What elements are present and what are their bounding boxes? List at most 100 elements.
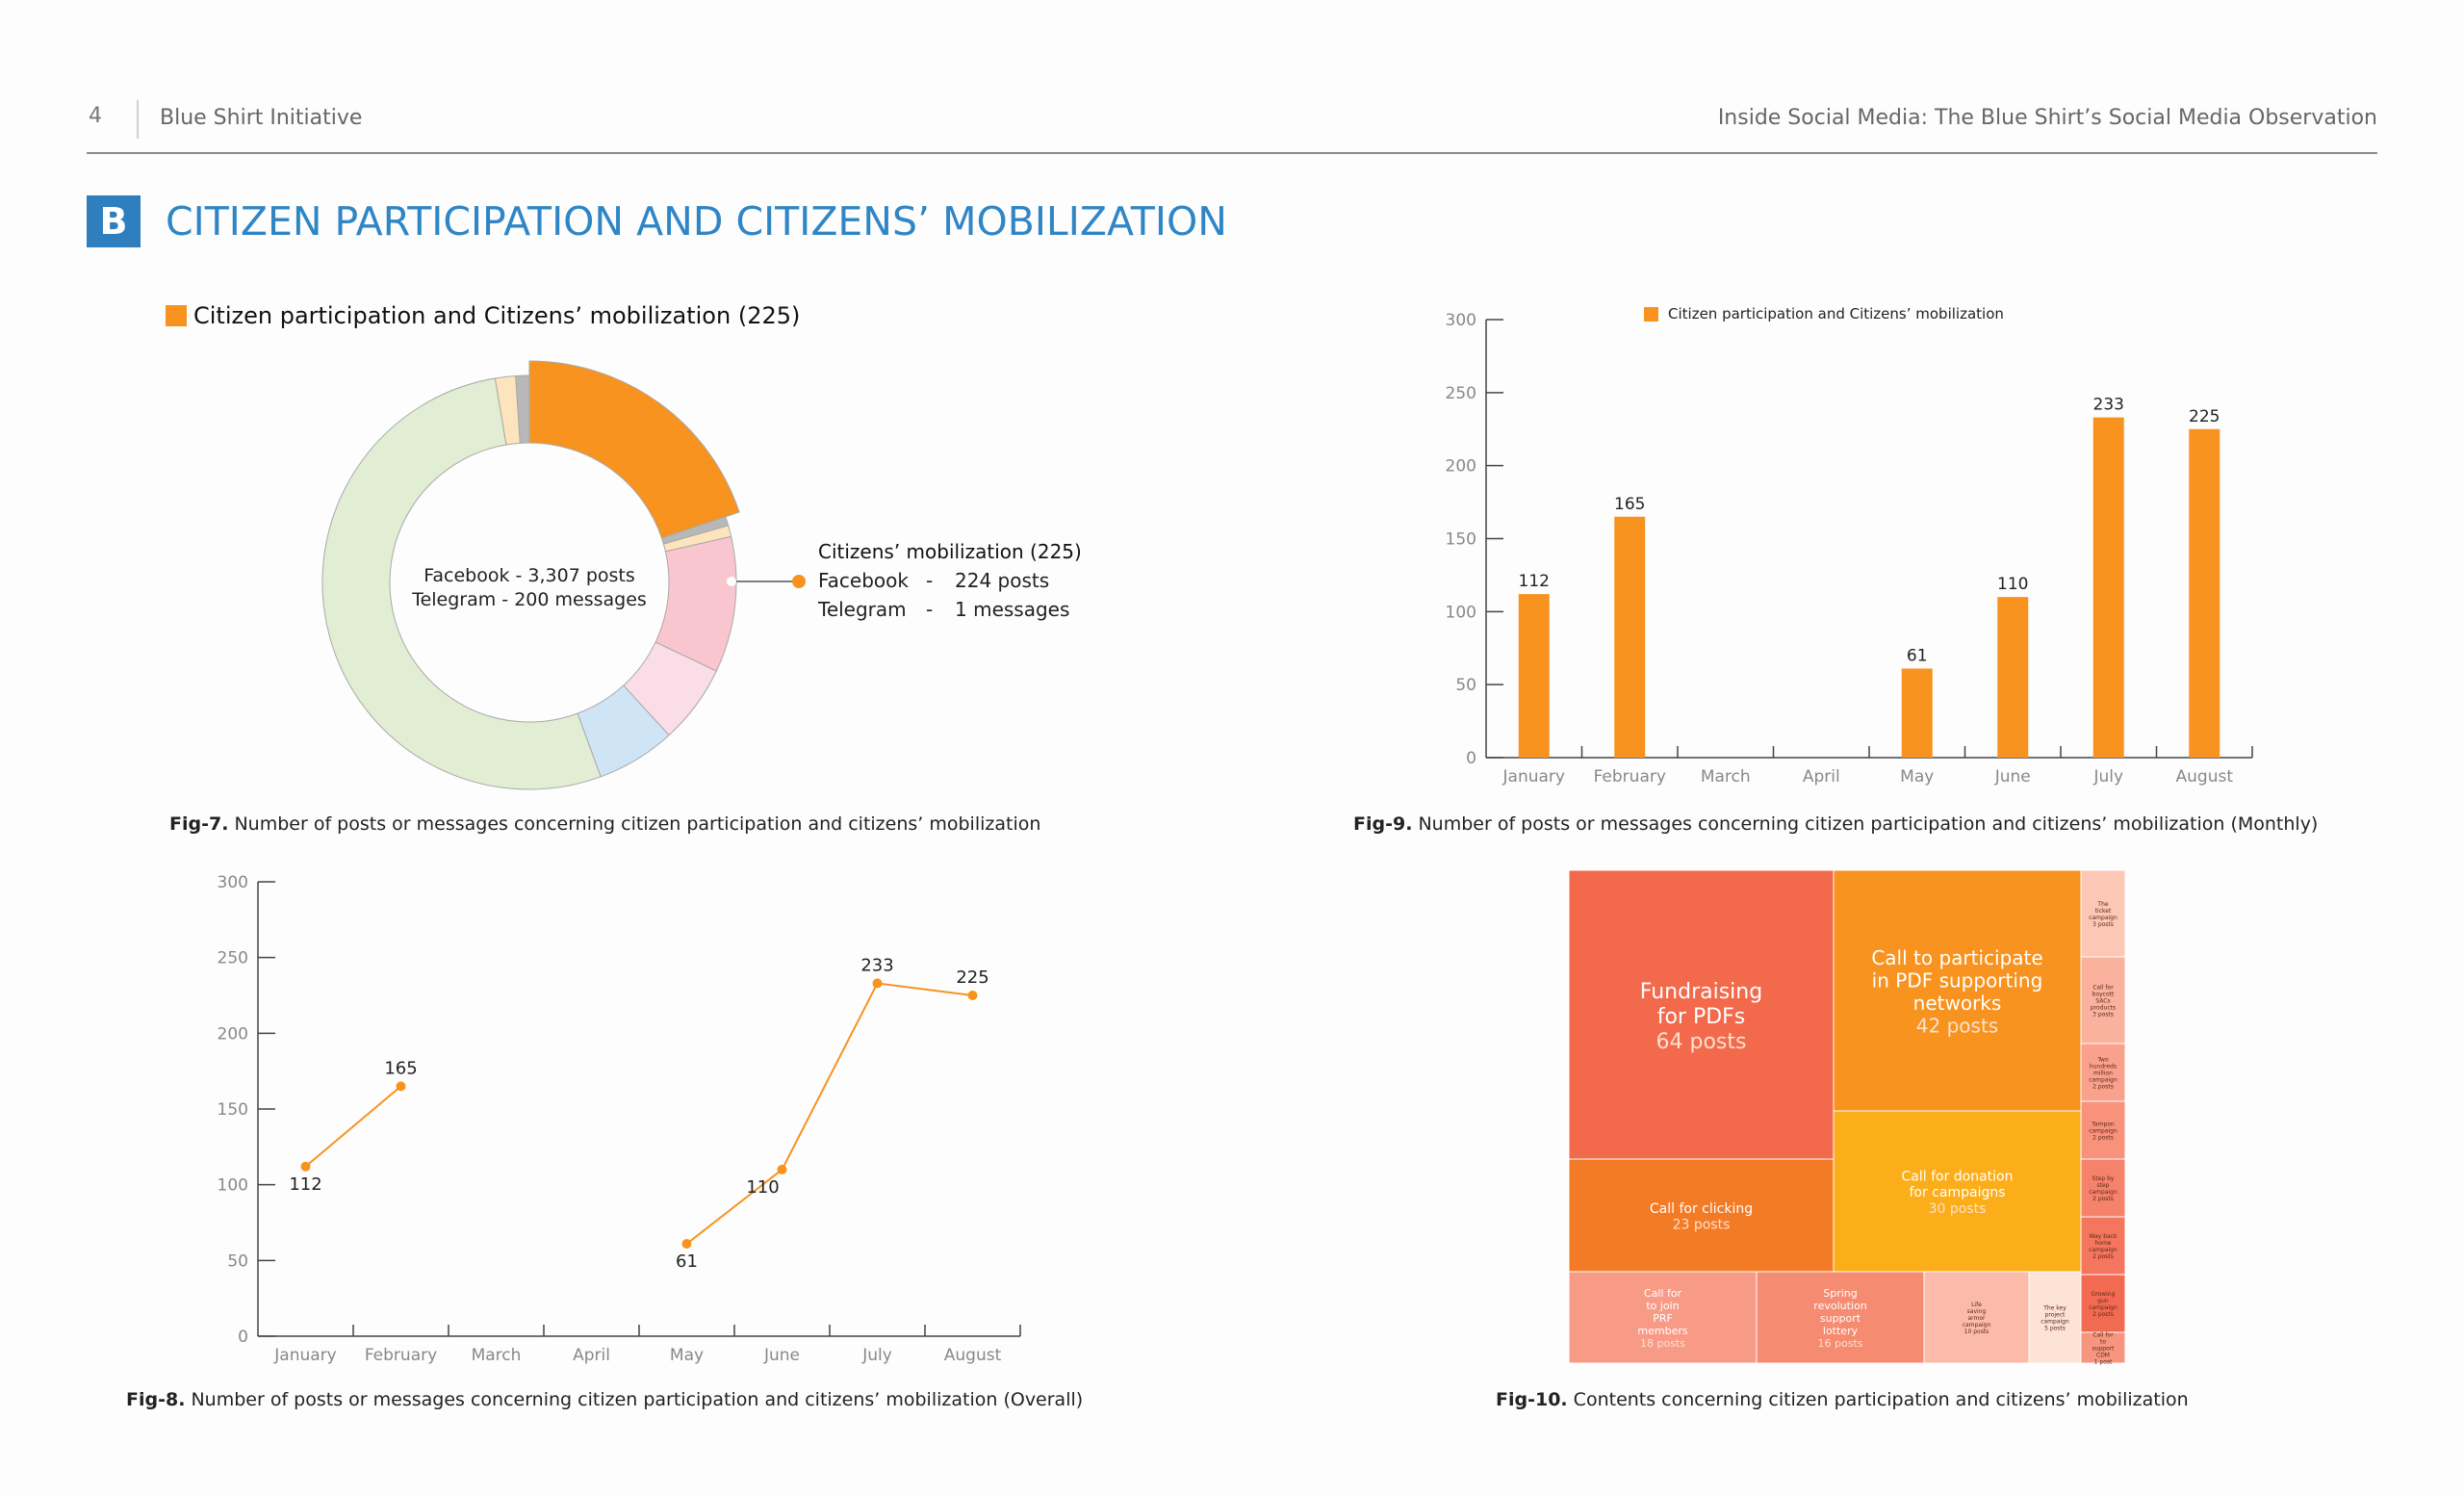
treemap-cell [2080,1043,2126,1102]
treemap-label: ticket [2095,908,2112,915]
donut-slice [515,374,530,444]
callout-title: Citizens’ mobilization (225) [818,540,1082,563]
treemap-label: campaign [2089,1189,2118,1196]
line-x-tick-label: January [273,1346,336,1365]
bar-data-label: 110 [1997,575,2028,594]
fig9-text: Number of posts or messages concerning c… [1412,813,2319,835]
fig10-text: Contents concerning citizen participatio… [1567,1389,2189,1410]
treemap-cell [1568,1158,1835,1273]
line-y-tick-label: 300 [218,873,248,892]
bar-data-label: 61 [1907,646,1928,665]
treemap-count: 2 posts [2092,1311,2114,1318]
treemap-label: to join [1646,1300,1679,1312]
bar-x-tick-label: May [1900,767,1934,787]
donut-chart: Citizen participation and Citizens’ mobi… [166,302,1082,790]
callout-separator: - [926,569,933,592]
treemap-label: Call for [2092,1331,2114,1338]
treemap-label: Call for clicking [1650,1201,1753,1217]
treemap-count: 2 posts [2092,1135,2114,1142]
donut-center-label: Telegram - 200 messages [411,589,647,610]
treemap-cell [1923,1271,2030,1364]
treemap-label: PRF [1653,1312,1673,1325]
bar [1614,516,1646,758]
line-point [396,1081,406,1092]
line-point [300,1161,311,1172]
treemap-label: million [2093,1070,2113,1076]
line-series [304,1085,402,1168]
treemap-label: step [2097,1182,2110,1189]
treemap-cell [2028,1271,2082,1364]
document-title: Inside Social Media: The Blue Shirt’s So… [1717,106,2377,130]
bar-x-tick-label: June [1994,767,2031,787]
callout-separator: - [926,598,933,621]
treemap-count: 2 posts [2092,1084,2114,1091]
bar-x-tick-label: March [1701,767,1751,787]
treemap-cell [2080,1274,2126,1333]
treemap-label: The key [2042,1304,2066,1311]
treemap-label: campaign [2089,1247,2118,1253]
treemap-label: support [2092,1345,2115,1352]
treemap-count: 3 posts [2092,1012,2114,1019]
line-point [872,978,883,989]
treemap-label: products [2091,1005,2116,1012]
fig10-id: Fig-10. [1496,1389,1568,1410]
line-x-tick-label: July [861,1346,892,1365]
line-x-tick-label: August [944,1346,1002,1365]
bar-legend-swatch [1644,307,1658,322]
callout-value: 1 messages [955,598,1069,621]
line-y-tick-label: 50 [227,1251,248,1271]
treemap-label: SACs [2095,997,2110,1004]
treemap-label: campaign [2089,915,2118,921]
line-data-label: 233 [860,955,893,975]
bar [2092,417,2124,758]
fig8-caption: Fig-8. Number of posts or messages conce… [126,1389,1083,1410]
treemap-count: 18 posts [1640,1337,1685,1350]
treemap-label: Growing [2092,1291,2116,1298]
bar [1901,668,1933,758]
line-point [681,1239,692,1250]
treemap-label: The [2096,901,2108,908]
treemap-label: for PDFs [1657,1005,1746,1029]
bar-data-label: 112 [1519,572,1550,591]
line-y-tick-label: 250 [218,949,248,968]
donut-legend-label: Citizen participation and Citizens’ mobi… [193,302,800,329]
treemap-cell [2080,1100,2126,1160]
treemap-label: Call for [2092,984,2114,991]
treemap-count: 30 posts [1929,1201,1987,1217]
page-number: 4 [89,104,102,128]
treemap-label: Tampon [2091,1121,2115,1127]
line-y-tick-label: 150 [218,1100,248,1120]
bar-y-tick-label: 300 [1446,311,1476,330]
line-point [777,1164,787,1174]
bar [1518,594,1550,758]
treemap-label: boycott [2092,991,2115,997]
header-divider [137,100,139,139]
treemap-label: Fundraising [1640,980,1762,1004]
callout-platform: Facebook [818,569,909,592]
section-title: CITIZEN PARTICIPATION AND CITIZENS’ MOBI… [166,198,1227,245]
donut-slice [321,377,602,790]
line-data-label: 112 [289,1174,321,1195]
treemap-label: gun [2097,1298,2109,1304]
bar-x-tick-label: February [1594,767,1666,787]
bar-x-tick-label: January [1502,767,1565,787]
bar-legend-label: Citizen participation and Citizens’ mobi… [1668,305,2004,322]
treemap-label: Way back [2090,1233,2118,1240]
line-x-tick-label: April [573,1346,610,1365]
callout-platform: Telegram [817,598,907,621]
donut-center-label: Facebook - 3,307 posts [424,565,635,586]
callout-dot [792,575,806,588]
fig9-caption: Fig-9. Number of posts or messages conce… [1353,813,2318,835]
fig10-caption: Fig-10. Contents concerning citizen part… [1496,1389,2189,1410]
line-x-tick-label: May [670,1346,704,1365]
bar-data-label: 165 [1614,495,1645,514]
treemap-cell [1833,1110,2082,1273]
line-data-label: 110 [746,1177,779,1198]
line-data-label: 225 [956,967,988,988]
fig9-id: Fig-9. [1353,813,1413,835]
fig7-caption: Fig-7. Number of posts or messages conce… [169,813,1040,835]
line-data-label: 61 [676,1251,698,1272]
treemap-count: 23 posts [1673,1218,1731,1233]
line-point [967,991,978,1000]
treemap-count: 1 post [2094,1359,2113,1366]
